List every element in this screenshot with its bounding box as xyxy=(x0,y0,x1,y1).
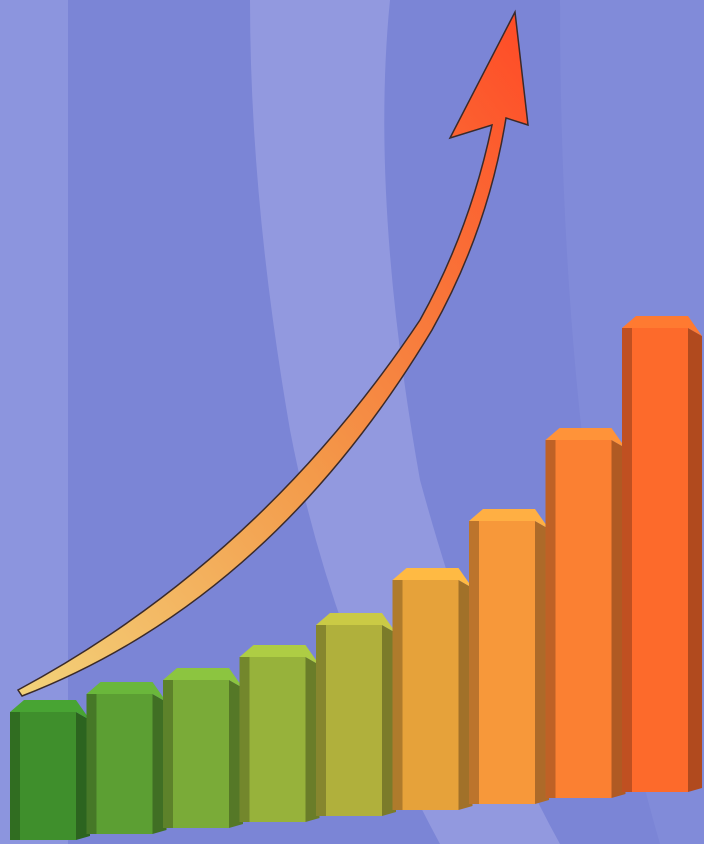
bar xyxy=(469,521,535,804)
bars xyxy=(10,316,702,840)
bar xyxy=(392,580,459,810)
bar-top xyxy=(622,316,702,336)
bar-shadow xyxy=(392,580,403,810)
bar-shadow xyxy=(239,657,250,822)
bar-top xyxy=(392,568,473,588)
bar-shadow xyxy=(316,625,326,816)
bar-top xyxy=(469,509,549,529)
bar-shadow xyxy=(86,694,97,834)
bar xyxy=(622,328,688,792)
bar-top xyxy=(163,668,243,688)
bar xyxy=(163,680,229,828)
bar-shadow xyxy=(622,328,632,792)
trend-arrow xyxy=(16,9,529,697)
bar-top xyxy=(545,428,626,448)
bar-top xyxy=(316,613,396,633)
bar-side xyxy=(688,328,702,792)
bar xyxy=(86,694,153,834)
bar xyxy=(10,712,76,840)
bar-top xyxy=(86,682,167,702)
bar-shadow xyxy=(469,521,479,804)
bar-shadow xyxy=(545,440,556,798)
bar xyxy=(239,657,306,822)
bar-top xyxy=(239,645,320,665)
background-band xyxy=(250,0,560,844)
bar-shadow xyxy=(163,680,173,828)
bar-shadow xyxy=(10,712,20,840)
bar xyxy=(316,625,382,816)
bar xyxy=(545,440,612,798)
bar-top xyxy=(10,700,90,720)
